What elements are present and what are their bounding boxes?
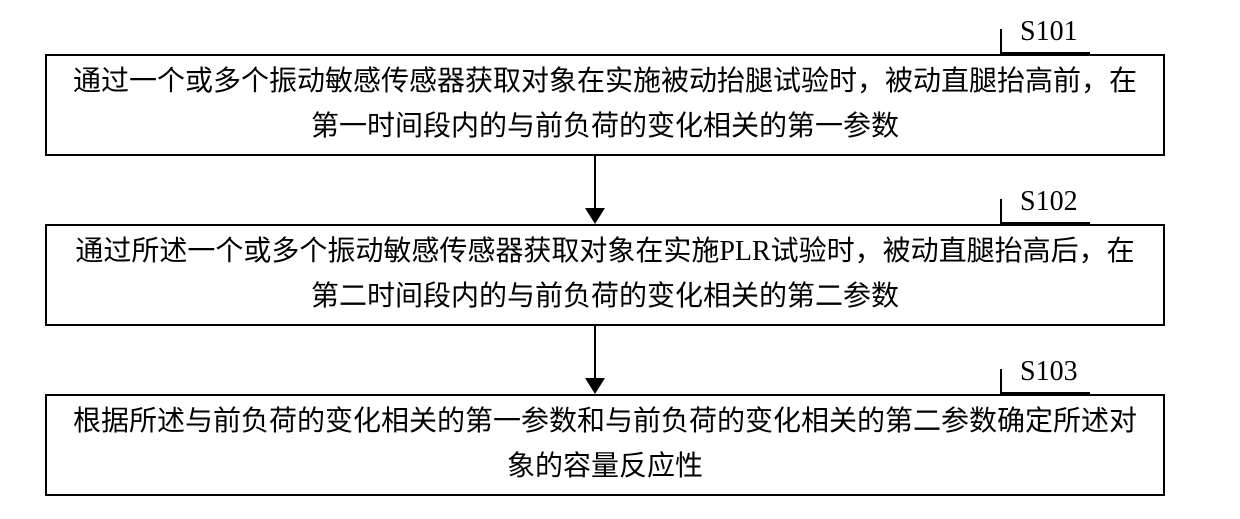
step-box-s103: 根据所述与前负荷的变化相关的第一参数和与前负荷的变化相关的第二参数确定所述对象的… [45, 394, 1165, 496]
step-label-s101: S101 [1020, 16, 1078, 48]
step-box-s101: 通过一个或多个振动敏感传感器获取对象在实施被动抬腿试验时，被动直腿抬高前，在第一… [45, 54, 1165, 156]
step-label-s102: S102 [1020, 186, 1078, 218]
step-text-s103: 根据所述与前负荷的变化相关的第一参数和与前负荷的变化相关的第二参数确定所述对象的… [71, 400, 1139, 490]
step-box-s102: 通过所述一个或多个振动敏感传感器获取对象在实施PLR试验时，被动直腿抬高后，在第… [45, 224, 1165, 326]
step-label-s103: S103 [1020, 356, 1078, 388]
arrowhead-s102-s103 [585, 378, 605, 394]
step-text-s102: 通过所述一个或多个振动敏感传感器获取对象在实施PLR试验时，被动直腿抬高后，在第… [71, 230, 1139, 320]
arrow-s102-s103 [594, 326, 596, 378]
step-text-s101: 通过一个或多个振动敏感传感器获取对象在实施被动抬腿试验时，被动直腿抬高前，在第一… [71, 60, 1139, 150]
arrow-s101-s102 [594, 156, 596, 208]
arrowhead-s101-s102 [585, 208, 605, 224]
flowchart-container: S101 通过一个或多个振动敏感传感器获取对象在实施被动抬腿试验时，被动直腿抬高… [0, 0, 1240, 519]
